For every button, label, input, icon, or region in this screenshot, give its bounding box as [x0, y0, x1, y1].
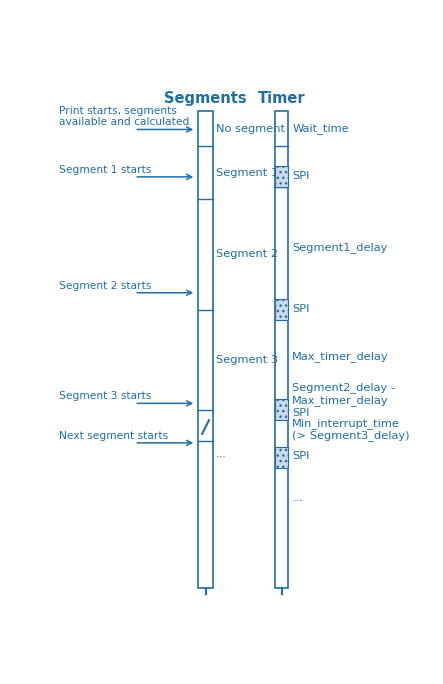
Text: Segment 3 starts: Segment 3 starts: [59, 391, 151, 402]
Text: Segment 3: Segment 3: [216, 354, 278, 365]
Text: Segment2_delay -
Max_timer_delay: Segment2_delay - Max_timer_delay: [292, 382, 395, 406]
Bar: [275, 166, 288, 187]
Text: Segment 2: Segment 2: [216, 249, 278, 259]
Bar: [198, 111, 213, 588]
Text: Segment 1: Segment 1: [216, 168, 278, 178]
Text: SPI: SPI: [292, 451, 310, 461]
Text: Timer: Timer: [258, 92, 305, 107]
Text: Next segment starts: Next segment starts: [59, 431, 168, 440]
Text: Segment1_delay: Segment1_delay: [292, 242, 388, 253]
Text: Print starts, segments
available and calculated: Print starts, segments available and cal…: [59, 106, 189, 127]
Bar: [275, 299, 288, 320]
Text: SPI: SPI: [292, 304, 310, 313]
Text: ...: ...: [292, 493, 303, 503]
Text: SPI: SPI: [292, 408, 310, 418]
Text: Max_timer_delay: Max_timer_delay: [292, 352, 389, 363]
Text: Wait_time: Wait_time: [292, 123, 349, 134]
Text: Min_interrupt_time
(> Segment3_delay): Min_interrupt_time (> Segment3_delay): [292, 418, 410, 441]
Text: Segment 2 starts: Segment 2 starts: [59, 280, 151, 291]
Bar: [275, 447, 288, 468]
Text: ...: ...: [216, 449, 227, 460]
Bar: [275, 111, 288, 588]
Text: Segment 1 starts: Segment 1 starts: [59, 165, 151, 175]
Text: No segment: No segment: [216, 124, 285, 133]
Bar: [275, 399, 288, 420]
Text: SPI: SPI: [292, 171, 310, 181]
Text: Segments: Segments: [164, 92, 247, 107]
